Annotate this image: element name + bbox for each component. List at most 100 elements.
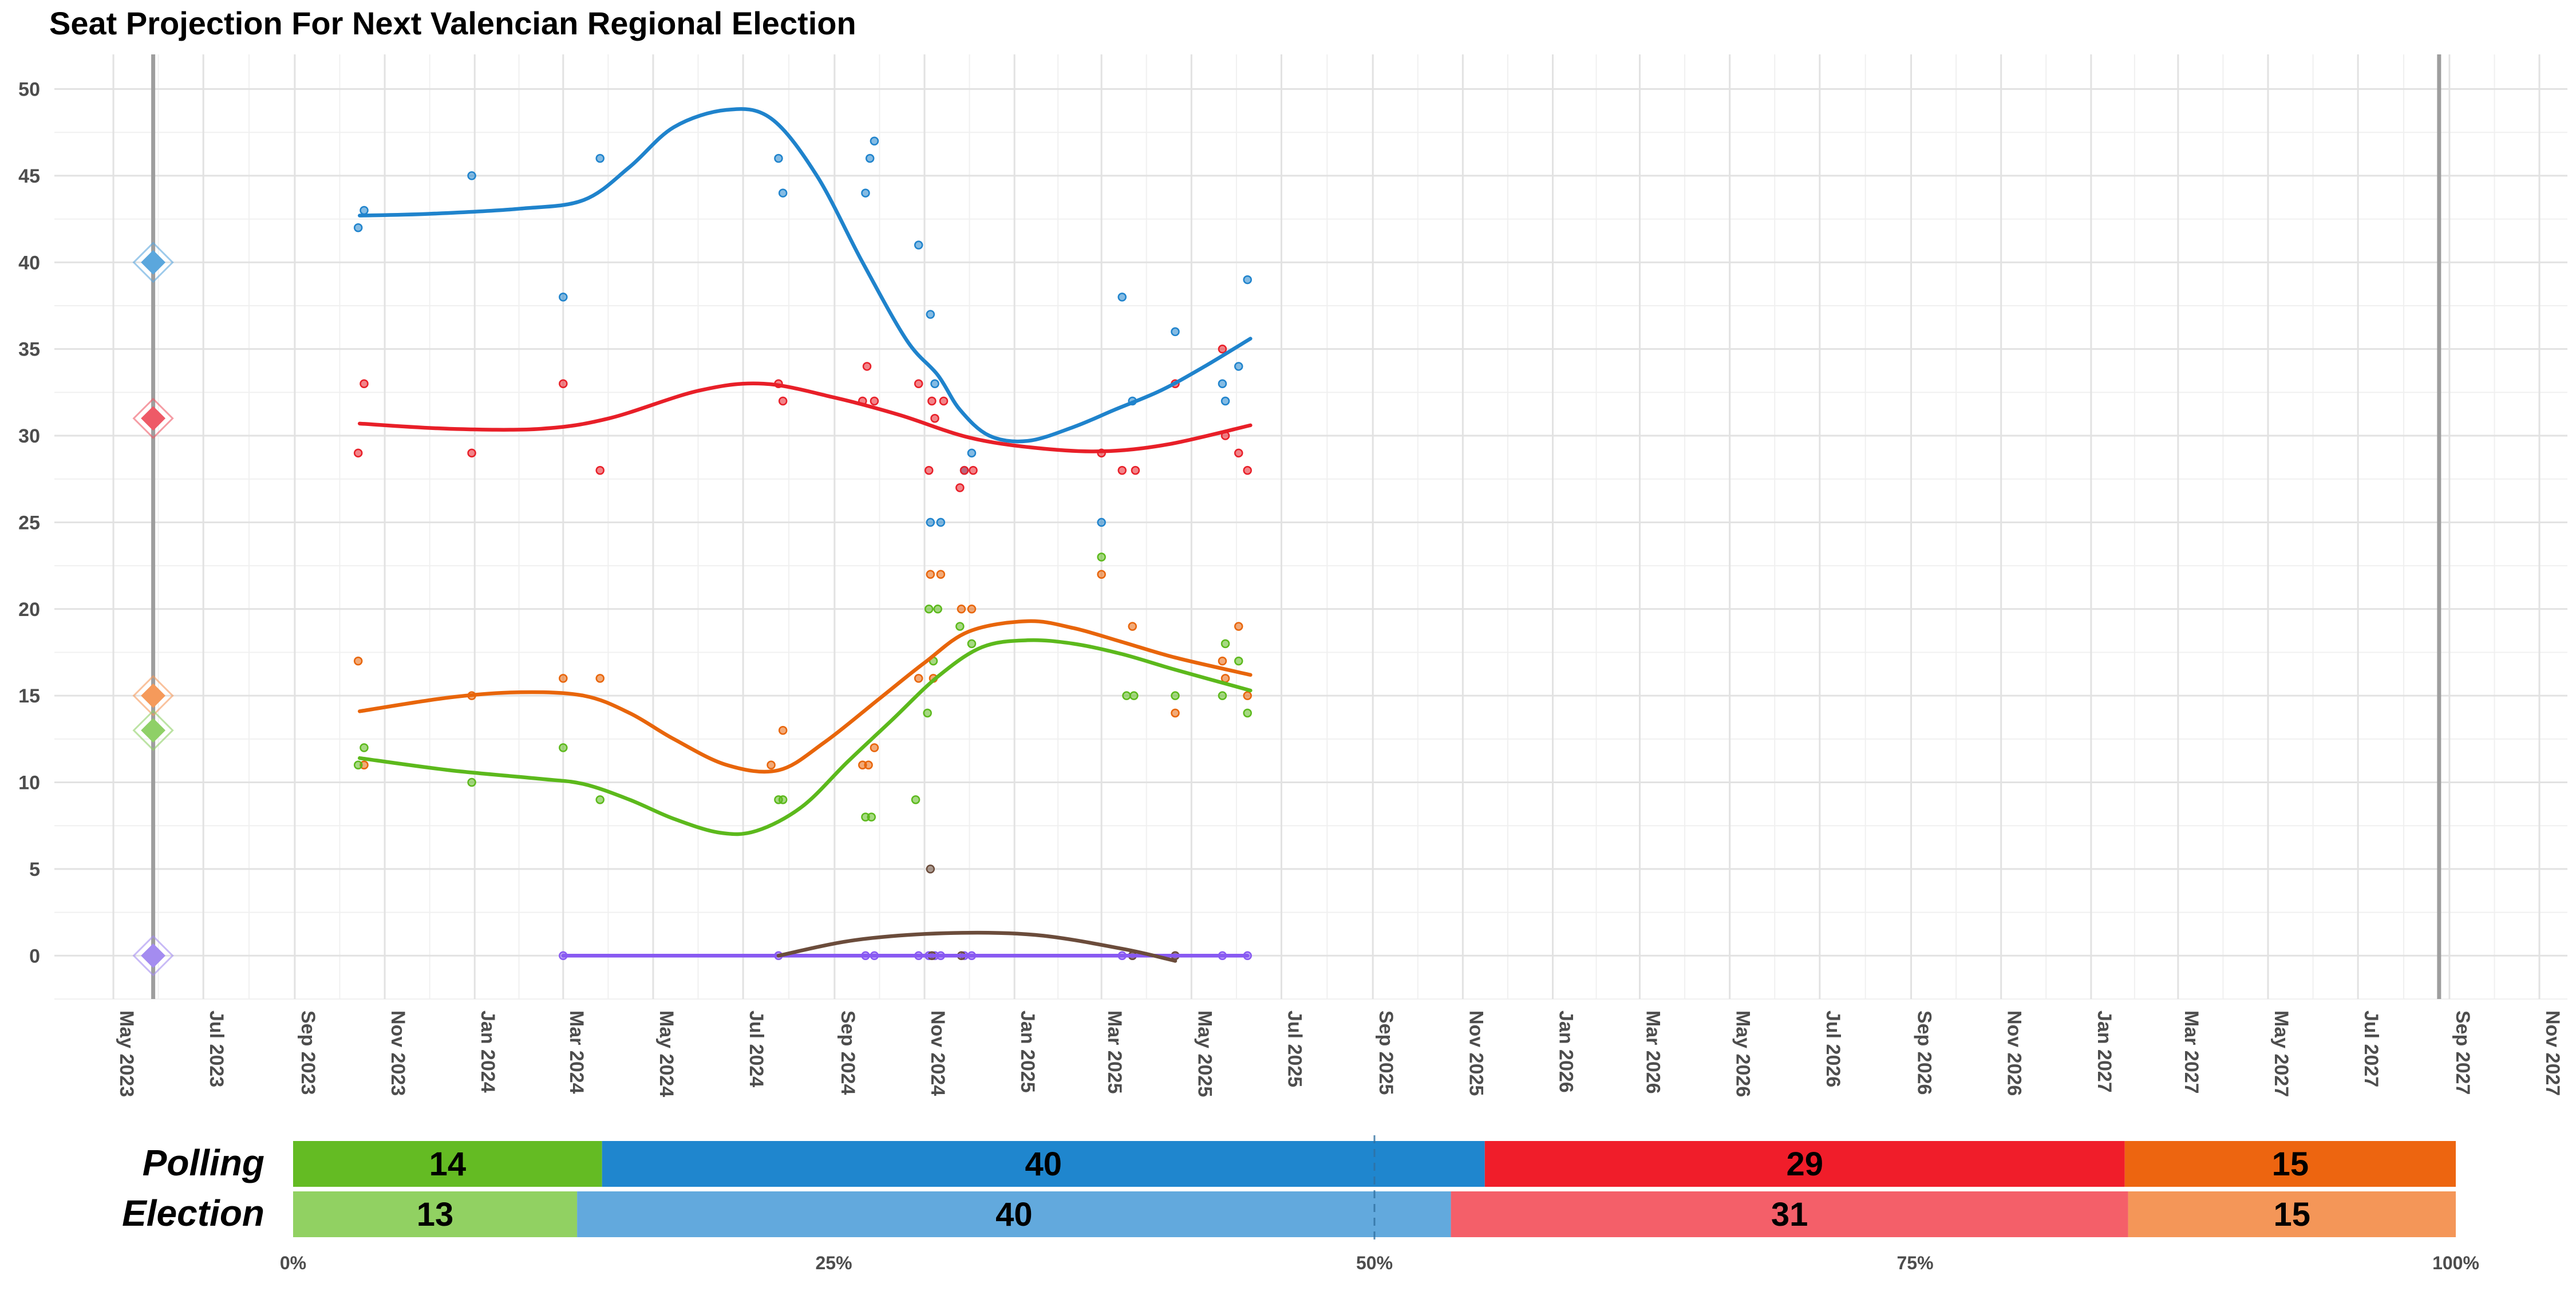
poll-point (959, 465, 969, 475)
election-result-marker (141, 406, 166, 431)
bar-segment-value: 14 (429, 1146, 467, 1183)
poll-point (1131, 465, 1140, 475)
x-tick-label: Nov 2027 (2542, 1010, 2563, 1096)
poll-point (930, 379, 939, 388)
poll-point (969, 465, 978, 475)
x-tick-label: Mar 2025 (1104, 1010, 1125, 1094)
poll-point (778, 795, 788, 804)
poll-point (914, 379, 923, 388)
poll-point (926, 864, 935, 874)
poll-point (914, 240, 923, 250)
poll-point (1234, 656, 1243, 666)
poll-point (559, 674, 568, 683)
poll-point (1220, 396, 1230, 406)
poll-point (870, 743, 879, 752)
poll-point (1117, 465, 1127, 475)
poll-point (595, 795, 605, 804)
poll-point (967, 639, 977, 649)
bar-segment (602, 1141, 1485, 1187)
poll-point (936, 518, 946, 527)
seat-bars: Polling 14 40 29 15 Election 13 40 31 15 0% 25% 50% 7… (122, 1135, 2479, 1273)
poll-point (767, 760, 776, 770)
y-tick-label: 5 (29, 859, 40, 881)
percent-axis-label: 75% (1897, 1253, 1933, 1273)
bar-segment (293, 1191, 578, 1237)
x-tick-label: Nov 2026 (2004, 1010, 2025, 1096)
poll-point (1243, 275, 1252, 285)
poll-point (927, 396, 937, 406)
poll-point (1171, 708, 1180, 718)
poll-point (778, 188, 788, 198)
poll-point (1171, 327, 1180, 337)
bar-segment-value: 40 (995, 1196, 1033, 1233)
poll-point (923, 708, 932, 718)
poll-points (353, 136, 1252, 961)
poll-point (870, 136, 879, 146)
election-result-marker-outline (132, 709, 174, 751)
trend-line (358, 107, 1253, 444)
x-tick-label: Nov 2024 (927, 1010, 949, 1096)
x-tick-label: Jul 2024 (745, 1010, 767, 1087)
y-tick-label: 25 (18, 512, 40, 534)
poll-point (870, 396, 879, 406)
poll-point (1234, 448, 1243, 458)
poll-point (559, 293, 568, 302)
poll-point (930, 414, 939, 423)
poll-point (595, 153, 605, 163)
y-tick-label: 45 (18, 165, 40, 187)
poll-point (933, 605, 942, 614)
percent-axis-label: 50% (1356, 1253, 1393, 1273)
y-tick-label: 30 (18, 425, 40, 447)
poll-point (1122, 691, 1131, 700)
reference-lines (151, 54, 2441, 999)
bar-row-label: Election (122, 1193, 264, 1234)
poll-point (926, 570, 935, 579)
poll-point (924, 605, 934, 614)
grid (54, 54, 2567, 1000)
poll-point (1220, 639, 1230, 649)
poll-point (595, 674, 605, 683)
bar-segment-value: 40 (1025, 1146, 1062, 1183)
bar-segment (2124, 1141, 2456, 1187)
bar-row-label: Polling (143, 1142, 264, 1183)
x-tick-label: Sep 2025 (1375, 1010, 1397, 1095)
poll-point (353, 448, 363, 458)
bar-segment (1451, 1191, 2128, 1237)
poll-point (774, 153, 783, 163)
election-result-marker (141, 250, 166, 275)
election-result-marker (141, 683, 166, 708)
poll-point (1234, 362, 1243, 371)
x-tick-label: Sep 2024 (837, 1010, 859, 1095)
poll-point (865, 153, 875, 163)
poll-point (1218, 691, 1227, 700)
poll-point (359, 743, 369, 752)
bar-segment-value: 13 (417, 1196, 454, 1233)
x-tick-label: Mar 2026 (1642, 1010, 1664, 1094)
trend-line (358, 381, 1253, 453)
trend-line (358, 638, 1253, 836)
poll-point (467, 171, 476, 180)
y-tick-label: 15 (18, 685, 40, 707)
x-tick-label: Sep 2026 (1914, 1010, 1935, 1095)
x-tick-label: May 2024 (655, 1010, 677, 1097)
x-tick-label: May 2026 (1732, 1010, 1754, 1097)
poll-point (1129, 691, 1139, 700)
poll-point (778, 396, 788, 406)
x-tick-label: Jan 2027 (2093, 1010, 2115, 1093)
poll-point (467, 777, 476, 787)
x-tick-label: May 2025 (1194, 1010, 1215, 1097)
poll-point (936, 570, 946, 579)
trend-line (358, 619, 1253, 774)
poll-point (359, 379, 369, 388)
poll-point (864, 760, 873, 770)
poll-point (939, 396, 949, 406)
poll-point (353, 223, 363, 232)
poll-point (861, 188, 870, 198)
poll-point (1243, 691, 1252, 700)
x-tick-label: May 2023 (116, 1010, 137, 1097)
poll-point (1128, 622, 1137, 631)
x-tick-label: Jul 2025 (1283, 1010, 1305, 1087)
poll-point (957, 605, 966, 614)
bar-segment-value: 31 (1771, 1196, 1808, 1233)
